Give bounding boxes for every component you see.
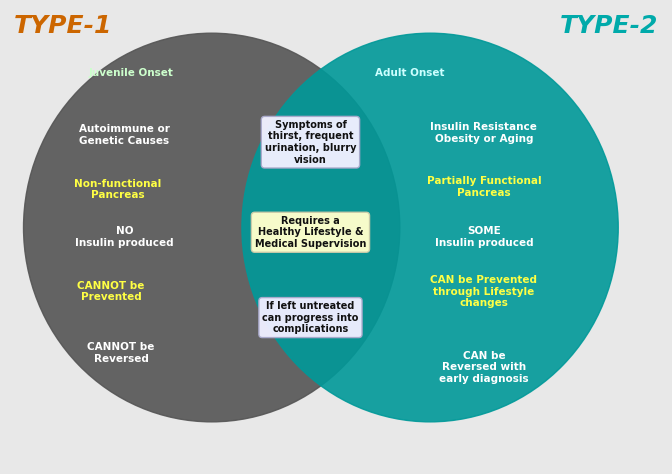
- Text: Non-functional
Pancreas: Non-functional Pancreas: [74, 179, 161, 201]
- Text: TYPE-2: TYPE-2: [560, 14, 659, 38]
- Text: Partially Functional
Pancreas: Partially Functional Pancreas: [427, 176, 541, 198]
- Text: CAN be
Reversed with
early diagnosis: CAN be Reversed with early diagnosis: [439, 351, 529, 384]
- Ellipse shape: [24, 33, 400, 422]
- Text: If left untreated
can progress into
complications: If left untreated can progress into comp…: [262, 301, 359, 334]
- Text: CANNOT be
Reversed: CANNOT be Reversed: [87, 342, 155, 364]
- Text: Symptoms of
thirst, frequent
urination, blurry
vision: Symptoms of thirst, frequent urination, …: [265, 120, 356, 164]
- Text: Insulin Resistance
Obesity or Aging: Insulin Resistance Obesity or Aging: [430, 122, 538, 144]
- Ellipse shape: [242, 33, 618, 422]
- Text: CANNOT be
Prevented: CANNOT be Prevented: [77, 281, 144, 302]
- Text: TYPE-1: TYPE-1: [13, 14, 112, 38]
- Text: Autoimmune or
Genetic Causes: Autoimmune or Genetic Causes: [79, 124, 170, 146]
- Text: NO
Insulin produced: NO Insulin produced: [75, 226, 173, 248]
- Text: Adult Onset: Adult Onset: [375, 68, 445, 79]
- Text: Juvenile Onset: Juvenile Onset: [89, 68, 173, 79]
- Text: Requires a
Healthy Lifestyle &
Medical Supervision: Requires a Healthy Lifestyle & Medical S…: [255, 216, 366, 249]
- Text: SOME
Insulin produced: SOME Insulin produced: [435, 226, 533, 248]
- Text: CAN be Prevented
through Lifestyle
changes: CAN be Prevented through Lifestyle chang…: [430, 275, 538, 308]
